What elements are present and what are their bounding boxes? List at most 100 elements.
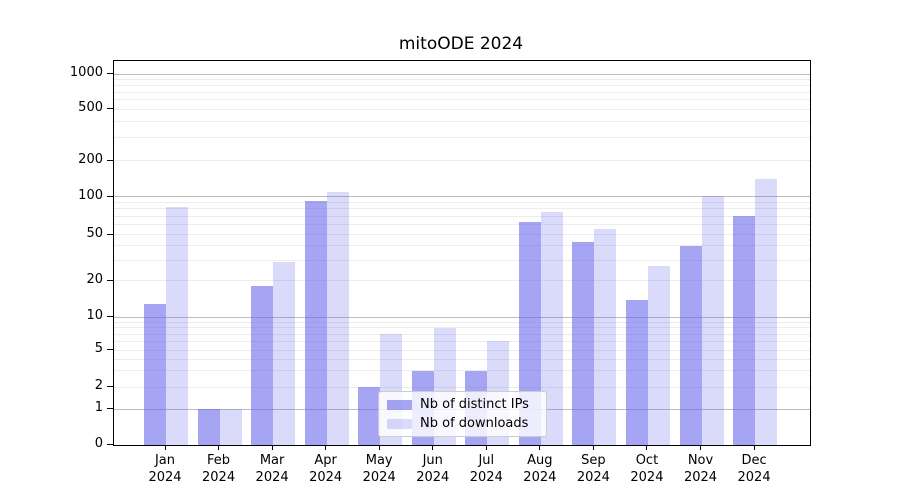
x-tick-label-jul: Jul 2024 — [469, 453, 503, 485]
x-tick-label-oct: Oct 2024 — [630, 453, 664, 485]
x-tick-mark — [592, 445, 594, 450]
bar-dec-distinct-ips — [733, 216, 756, 445]
y-tick-mark — [107, 233, 113, 235]
x-tick-label-dec: Dec 2024 — [737, 453, 771, 485]
x-tick-mark — [485, 445, 487, 450]
grid-line-minor — [114, 234, 810, 236]
grid-line-minor — [114, 208, 810, 210]
bar-jan-distinct-ips — [144, 303, 166, 445]
bar-mar-distinct-ips — [251, 286, 274, 445]
grid-layer — [114, 61, 810, 445]
y-tick-mark — [107, 349, 113, 350]
legend-swatch-distinct-ips — [387, 399, 412, 410]
y-tick-mark — [107, 108, 113, 109]
x-tick-mark — [325, 445, 327, 450]
legend-swatch-downloads — [387, 418, 412, 429]
grid-line-minor — [114, 224, 810, 226]
y-tick-mark — [107, 316, 113, 318]
bar-dec-downloads — [755, 179, 778, 445]
x-tick-mark — [164, 445, 166, 450]
bar-oct-downloads — [647, 265, 670, 445]
y-tick-mark — [107, 73, 113, 75]
grid-line-minor — [114, 201, 810, 203]
grid-line-minor — [114, 99, 810, 101]
x-tick-label-apr: Apr 2024 — [309, 453, 343, 485]
grid-line-minor — [114, 327, 810, 329]
grid-line-major — [114, 316, 810, 318]
bar-mar-downloads — [273, 262, 296, 445]
legend-entry-downloads: Nb of downloads — [387, 416, 536, 431]
x-tick-label-may: May 2024 — [362, 453, 396, 485]
y-tick-label: 0 — [94, 436, 103, 451]
x-tick-mark — [271, 445, 273, 450]
grid-line-minor — [114, 215, 810, 217]
x-tick-label-aug: Aug 2024 — [523, 453, 557, 485]
y-tick-mark — [107, 408, 113, 409]
grid-line-minor — [114, 79, 810, 80]
bar-apr-distinct-ips — [304, 201, 327, 445]
grid-line-minor — [114, 137, 810, 139]
x-tick-mark — [218, 445, 220, 450]
grid-line-minor — [114, 259, 810, 261]
bar-aug-distinct-ips — [518, 222, 541, 445]
bar-apr-downloads — [326, 191, 349, 445]
bar-feb-downloads — [219, 409, 242, 445]
x-tick-label-feb: Feb 2024 — [202, 453, 236, 485]
y-tick-label: 200 — [78, 151, 103, 167]
y-tick-label: 1 — [94, 400, 103, 415]
bar-may-distinct-ips — [358, 387, 381, 445]
x-tick-mark — [700, 445, 701, 450]
legend-label-downloads: Nb of downloads — [420, 416, 529, 431]
grid-line-minor — [114, 91, 810, 93]
y-tick-label: 20 — [86, 271, 103, 287]
x-tick-label-mar: Mar 2024 — [255, 453, 289, 485]
x-tick-mark — [539, 445, 541, 450]
grid-line-minor — [114, 84, 810, 86]
bar-oct-distinct-ips — [625, 299, 648, 445]
grid-line-minor — [114, 386, 810, 388]
grid-line-minor — [114, 108, 810, 110]
x-tick-label-sep: Sep 2024 — [576, 453, 610, 485]
y-tick-label: 1000 — [69, 65, 103, 81]
grid-line-major — [114, 73, 810, 75]
x-tick-mark — [753, 445, 755, 450]
grid-line-minor — [114, 349, 810, 351]
bar-layer — [114, 61, 810, 445]
y-tick-mark — [107, 386, 113, 388]
grid-line-major — [114, 196, 810, 198]
bar-feb-distinct-ips — [197, 409, 220, 445]
grid-line-minor — [114, 358, 810, 360]
y-tick-label: 500 — [78, 100, 103, 115]
x-tick-mark — [378, 445, 380, 450]
bar-aug-downloads — [540, 211, 563, 445]
bar-sep-downloads — [594, 228, 617, 445]
x-tick-label-nov: Nov 2024 — [683, 453, 718, 485]
legend-label-distinct-ips: Nb of distinct IPs — [420, 397, 529, 412]
x-tick-mark — [646, 445, 648, 450]
y-tick-label: 50 — [86, 225, 103, 241]
grid-line-minor — [114, 370, 810, 372]
y-tick-mark — [107, 444, 113, 445]
y-tick-label: 5 — [94, 341, 103, 356]
bar-jan-downloads — [166, 206, 188, 445]
plot-area: Nb of distinct IPs Nb of downloads — [113, 60, 811, 446]
bar-nov-downloads — [701, 196, 724, 445]
bar-sep-distinct-ips — [572, 242, 595, 445]
grid-line-minor — [114, 245, 810, 247]
legend-entry-distinct-ips: Nb of distinct IPs — [387, 397, 536, 412]
grid-line-minor — [114, 340, 810, 342]
y-tick-label: 2 — [94, 378, 103, 394]
bar-nov-distinct-ips — [679, 245, 702, 445]
y-tick-label: 10 — [86, 308, 103, 324]
grid-line-minor — [114, 121, 810, 123]
grid-line-minor — [114, 160, 810, 162]
legend: Nb of distinct IPs Nb of downloads — [378, 391, 547, 437]
y-tick-label: 100 — [78, 187, 103, 203]
y-tick-mark — [107, 195, 113, 197]
grid-line-minor — [114, 280, 810, 282]
grid-line-minor — [114, 333, 810, 335]
chart-title: mitoODE 2024 — [398, 34, 524, 54]
y-tick-mark — [107, 159, 113, 161]
x-tick-mark — [432, 445, 434, 450]
